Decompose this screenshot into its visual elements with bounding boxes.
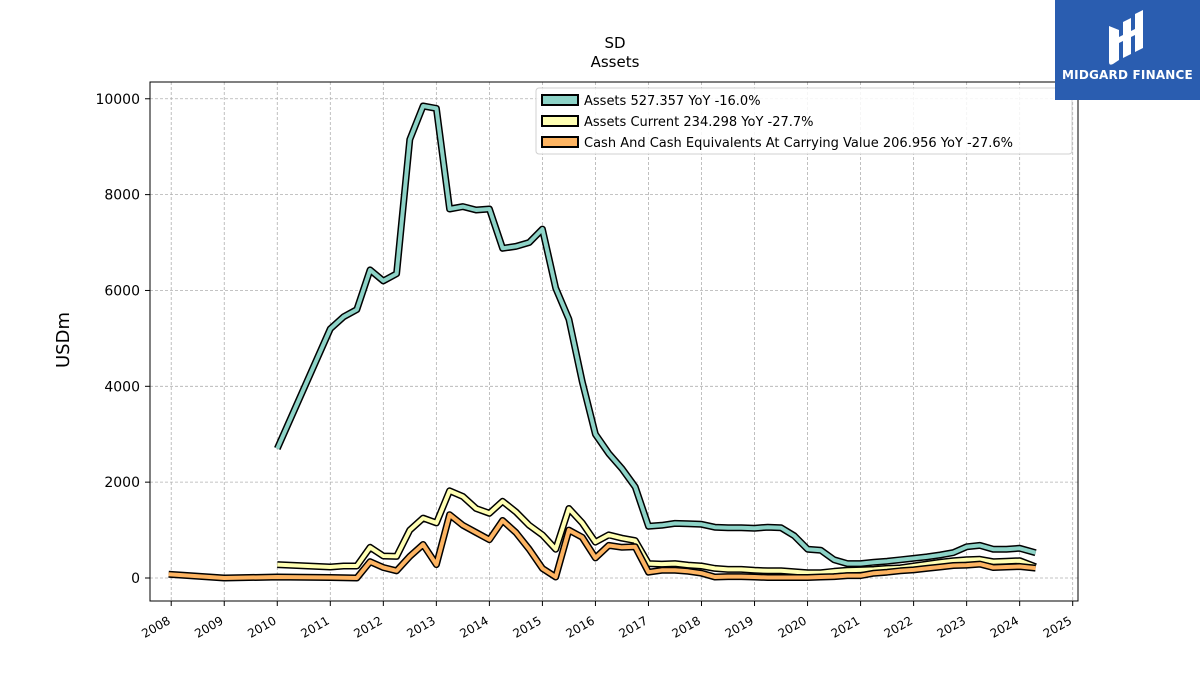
x-tick-label: 2019 xyxy=(723,613,756,640)
series-lines xyxy=(168,102,1037,582)
x-tick-label: 2010 xyxy=(245,613,278,640)
x-tick-label: 2020 xyxy=(776,613,809,640)
x-tick-label: 2017 xyxy=(617,613,650,640)
y-tick-label: 8000 xyxy=(104,188,140,204)
x-tick-label: 2014 xyxy=(457,613,490,640)
y-tick-label: 10000 xyxy=(95,92,140,108)
x-tick-label: 2022 xyxy=(882,613,915,640)
legend-label: Assets 527.357 YoY -16.0% xyxy=(584,94,761,109)
x-tick-label: 2015 xyxy=(510,613,543,640)
legend-swatch xyxy=(541,115,579,127)
x-tick-label: 2016 xyxy=(563,613,596,640)
legend-swatch xyxy=(541,94,579,106)
y-axis-label: USDm xyxy=(53,312,74,368)
series-line-0 xyxy=(275,104,1037,566)
plot-frame xyxy=(149,81,1079,602)
x-tick-label: 2025 xyxy=(1041,613,1074,640)
y-tick-label: 2000 xyxy=(104,475,140,491)
legend-label: Assets Current 234.298 YoY -27.7% xyxy=(584,115,814,130)
legend-swatch xyxy=(541,136,579,148)
x-tick-label: 2009 xyxy=(192,613,225,640)
midgard-logo-icon xyxy=(1109,10,1143,65)
x-tick-label: 2021 xyxy=(829,613,862,640)
y-tick-label: 6000 xyxy=(104,283,140,299)
x-tick-label: 2024 xyxy=(988,613,1021,640)
y-tick-label: 0 xyxy=(131,571,140,587)
x-tick-label: 2011 xyxy=(298,613,331,640)
grid xyxy=(150,82,1078,601)
y-tick-label: 4000 xyxy=(104,379,140,395)
x-tick-label: 2013 xyxy=(404,613,437,640)
series-line-outline-0 xyxy=(274,102,1037,568)
series-line-2 xyxy=(168,512,1036,580)
brand-name: MIDGARD FINANCE xyxy=(1062,68,1193,82)
x-tick-label: 2008 xyxy=(139,613,172,640)
brand-logo: MIDGARD FINANCE xyxy=(1055,0,1200,100)
x-tick-label: 2012 xyxy=(351,613,384,640)
legend-label: Cash And Cash Equivalents At Carrying Va… xyxy=(584,136,1013,151)
chart-subtitle: Assets xyxy=(591,53,640,71)
x-tick-label: 2018 xyxy=(670,613,703,640)
legend-box xyxy=(535,87,1073,155)
legend: Assets 527.357 YoY -16.0% Assets Current … xyxy=(535,87,1073,155)
x-tick-label: 2023 xyxy=(935,613,968,640)
series-line-1 xyxy=(277,488,1037,575)
chart-title: SD xyxy=(604,34,625,52)
